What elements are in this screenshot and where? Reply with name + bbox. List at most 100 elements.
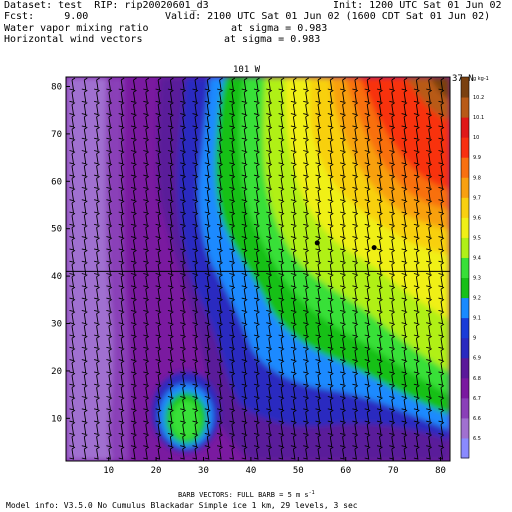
wind-barb xyxy=(413,422,420,436)
wind-barb xyxy=(81,360,88,374)
wind-barb xyxy=(303,151,309,165)
wind-barb xyxy=(315,126,322,140)
wind-barb xyxy=(339,163,346,177)
wind-barb xyxy=(192,249,199,263)
wind-barb xyxy=(229,139,236,153)
wind-barb xyxy=(192,422,199,436)
wind-barb xyxy=(69,335,76,349)
wind-barb xyxy=(143,262,150,276)
wind-barb xyxy=(438,176,445,190)
wind-barb xyxy=(438,422,445,436)
wind-barb xyxy=(130,360,137,374)
wind-barb xyxy=(364,434,371,448)
wind-barb xyxy=(204,372,211,386)
wind-barb xyxy=(167,89,174,103)
wind-barb xyxy=(352,163,359,177)
colorbar-swatch xyxy=(461,417,469,439)
wind-barb xyxy=(352,249,359,263)
wind-barb xyxy=(339,176,346,190)
wind-barb xyxy=(229,348,236,362)
wind-barb xyxy=(241,237,248,251)
wind-barb xyxy=(81,249,88,263)
wind-barb xyxy=(81,348,88,362)
wind-barb xyxy=(413,188,420,202)
wind-barb xyxy=(389,360,396,374)
wind-barb xyxy=(438,200,445,214)
wind-barb xyxy=(401,299,408,313)
wind-barb xyxy=(389,311,396,325)
wind-barb xyxy=(118,188,125,202)
wind-barb xyxy=(69,237,76,251)
wind-barb xyxy=(93,299,100,313)
wind-barb xyxy=(180,397,186,411)
wind-barb xyxy=(143,200,150,214)
wind-barb xyxy=(339,212,346,226)
wind-barb xyxy=(376,286,383,300)
wind-barb xyxy=(438,299,445,313)
wind-barb xyxy=(303,249,309,263)
wind-barb xyxy=(401,151,408,165)
wind-barb xyxy=(167,212,174,226)
wind-barb xyxy=(266,151,273,165)
wind-barb xyxy=(241,225,248,239)
wind-barb xyxy=(130,237,137,251)
wind-barb xyxy=(266,262,273,276)
wind-barb xyxy=(426,299,432,313)
wind-barb xyxy=(438,446,445,460)
wind-barb xyxy=(303,163,309,177)
wind-barb xyxy=(241,372,248,386)
wind-barb xyxy=(303,286,309,300)
wind-barb xyxy=(118,237,125,251)
wind-barb xyxy=(438,151,445,165)
wind-barb xyxy=(438,434,445,448)
wind-barbs xyxy=(69,77,445,460)
wind-barb xyxy=(266,77,273,91)
wind-barb xyxy=(376,126,383,140)
wind-barb xyxy=(303,446,309,460)
wind-barb xyxy=(216,348,223,362)
wind-barb xyxy=(266,237,273,251)
wind-barb xyxy=(204,237,211,251)
colorbar-swatch xyxy=(461,217,469,238)
wind-barb xyxy=(376,397,383,411)
wind-barb xyxy=(167,286,174,300)
wind-barb xyxy=(364,89,371,103)
wind-barb xyxy=(376,163,383,177)
wind-barb xyxy=(303,311,309,325)
wind-barb xyxy=(401,446,408,460)
wind-barb xyxy=(180,126,186,140)
wind-barb xyxy=(303,77,309,91)
wind-barb xyxy=(266,422,273,436)
wind-barb xyxy=(438,335,445,349)
wind-barb xyxy=(327,102,334,116)
wind-barb xyxy=(216,372,223,386)
wind-barb xyxy=(130,274,137,288)
wind-barb xyxy=(303,139,309,153)
wind-barb xyxy=(93,200,100,214)
wind-barb xyxy=(426,225,432,239)
wind-barb xyxy=(155,385,162,399)
wind-barb xyxy=(426,323,432,337)
wind-barb xyxy=(426,335,432,349)
wind-barb xyxy=(143,151,150,165)
wind-barb xyxy=(204,422,211,436)
wind-barb xyxy=(352,286,359,300)
x-tick-label: 10 xyxy=(103,466,114,476)
wind-barb xyxy=(93,139,100,153)
colorbar-swatch xyxy=(461,277,469,299)
wind-barb xyxy=(69,114,76,128)
wind-barb xyxy=(315,163,322,177)
wind-barb xyxy=(204,188,211,202)
wind-barb xyxy=(155,200,162,214)
wind-barb xyxy=(106,335,113,349)
wind-barb xyxy=(229,212,236,226)
wind-barb xyxy=(389,225,396,239)
wind-barb xyxy=(327,397,334,411)
colorbar-label: 6.8 xyxy=(473,376,481,382)
wind-barb xyxy=(106,286,113,300)
wind-barb xyxy=(192,348,199,362)
wind-barb xyxy=(69,397,76,411)
wind-barb xyxy=(327,385,334,399)
wind-barb xyxy=(253,102,260,116)
